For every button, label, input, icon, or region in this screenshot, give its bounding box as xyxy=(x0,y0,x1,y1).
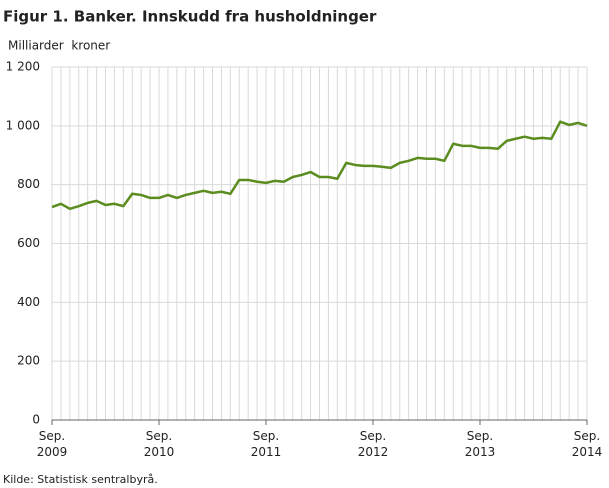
y-tick-label: 1 200 xyxy=(6,60,40,74)
y-axis-label: Milliarder kroner xyxy=(8,39,110,53)
x-tick-label: Sep. 2013 xyxy=(464,429,496,459)
chart-title: Figur 1. Banker. Innskudd fra husholdnin… xyxy=(3,8,377,26)
y-tick-label: 600 xyxy=(17,236,40,250)
x-tick-label: Sep. 2011 xyxy=(250,429,282,459)
y-tick-label: 400 xyxy=(17,295,40,309)
y-tick-label: 1 000 xyxy=(6,118,40,132)
line xyxy=(51,120,588,211)
y-tick-label: 0 xyxy=(32,413,40,427)
x-tick-label: Sep. 2012 xyxy=(357,429,389,459)
x-tick-label: Sep. 2009 xyxy=(36,429,68,459)
x-tick-label: Sep. 2010 xyxy=(143,429,175,459)
y-tick-label: 800 xyxy=(17,177,40,191)
y-tick-label: 200 xyxy=(17,354,40,368)
x-tick-label: Sep. 2014 xyxy=(571,429,603,459)
source: Kilde: Statistisk sentralbyrå. xyxy=(3,473,158,486)
